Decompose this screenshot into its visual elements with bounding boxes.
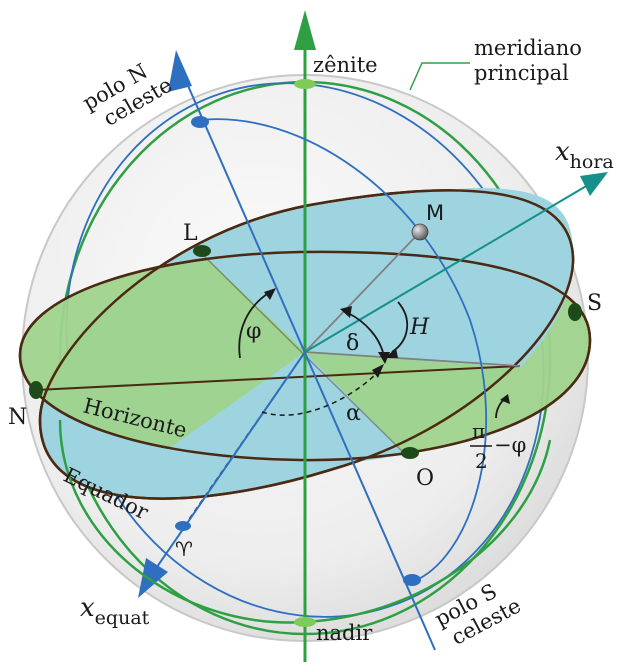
equator-rim [38,189,575,500]
alpha-angle-arc [261,371,379,416]
star-m-point [411,223,429,241]
zenith-point [294,79,316,89]
x-equat-sub: equat [95,607,150,629]
south-pole-point [403,574,421,586]
equator-overlay-lower [150,352,405,468]
north-label: N [8,405,27,430]
colatitude-angle-arrow [500,394,510,404]
x-equat-axis-arrow [138,558,168,598]
phi-label: φ [246,319,261,344]
north-point [29,381,43,399]
two-label: 2 [475,449,488,473]
phi-angle-arc [238,291,271,359]
north-south-line [35,365,521,391]
hour-angle-arrow [385,348,398,358]
equator-overlay-upper [200,188,574,368]
celestial-pole-axis-arrow [168,50,192,92]
meridian-label-line1: meridiano [474,36,582,60]
south-label: S [587,291,602,316]
vertical-axis-arrow [294,10,316,50]
x-hora-base: x [555,137,570,167]
minus-phi-label: −φ [494,433,526,457]
star-m-label: M [426,201,444,225]
west-label: O [416,466,434,491]
alpha-angle-arrow [372,364,384,378]
east-point [193,245,211,257]
hour-circle-front [199,118,488,583]
x-equat-label: xequat [80,593,150,629]
east-label: L [183,221,198,246]
x-equat-axis [147,351,306,581]
celestial-pole-axis [181,71,436,651]
delta-label: δ [346,331,359,356]
east-west-line [199,251,406,455]
x-hora-sub: hora [570,151,614,173]
nadir-label: nadir [316,621,373,645]
north-pole-point [191,116,209,128]
pi-label: π [472,419,485,443]
horizon-rim [18,250,592,462]
meridian-label-connector [409,62,470,91]
delta-angle-arc [347,312,385,357]
delta-angle-arrow-a [340,306,352,318]
aries-point [175,521,191,531]
meridian-label-line2: principal [474,61,569,85]
phi-angle-arrow [264,288,276,300]
x-hora-axis [304,184,589,353]
delta-angle-arrow-b [378,352,390,364]
x-hora-axis-arrow [580,172,608,196]
aries-label: ♈ [175,537,193,561]
colatitude-label: π 2 −φ [470,419,526,473]
hour-angle-label: H [409,315,430,340]
star-projection-line [304,231,421,353]
south-point [568,303,582,321]
hour-line [304,351,521,367]
x-equat-base: x [80,593,95,623]
west-point [401,447,419,459]
zenith-label: zênite [313,53,378,77]
x-hora-label: xhora [555,137,614,173]
alpha-label: α [346,401,361,426]
nadir-point [294,617,316,627]
hour-angle-arc [391,301,409,353]
